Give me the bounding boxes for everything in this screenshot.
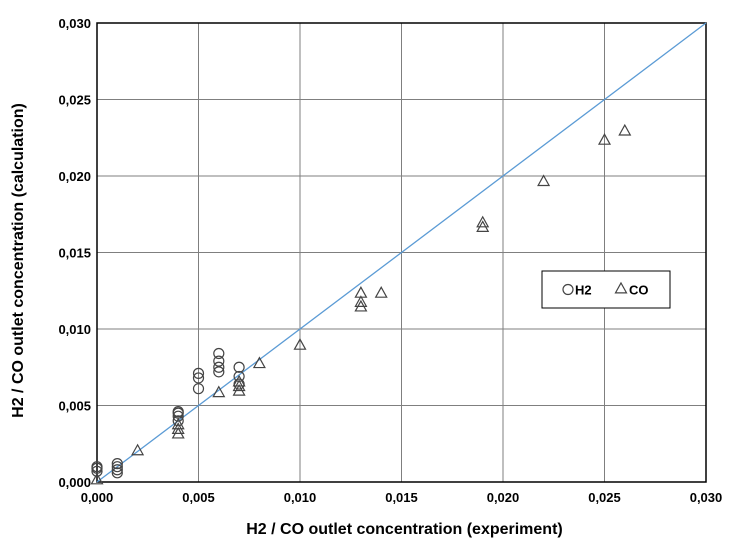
co-data-point <box>131 443 145 456</box>
h2-data-point <box>213 347 225 360</box>
legend-h2-label: H2 <box>575 283 592 298</box>
h2-data-point <box>91 461 103 473</box>
co-data-point <box>618 123 632 136</box>
h2-data-point <box>111 458 123 470</box>
y-tick-label: 0,025 <box>58 93 91 108</box>
h2-data-point <box>172 410 184 422</box>
h2-data-point <box>192 383 205 395</box>
h2-data-point <box>111 461 123 473</box>
x-tick-label: 0,000 <box>81 490 114 505</box>
h2-data-point <box>111 464 123 476</box>
x-tick-labels: 0,000 0,005 0,010 0,015 0,020 0,025 0,030 <box>81 490 723 505</box>
h2-data-point <box>91 465 103 477</box>
legend-h2-marker <box>562 283 574 296</box>
legend-co-marker <box>614 281 628 294</box>
h2-data-point <box>233 361 245 373</box>
x-tick-label: 0,030 <box>690 490 723 505</box>
co-data-point <box>476 215 490 228</box>
y-tick-label: 0,010 <box>58 322 91 337</box>
co-data-point <box>537 174 551 187</box>
y-tick-label: 0,015 <box>58 246 91 261</box>
x-tick-label: 0,020 <box>487 490 520 505</box>
h2-data-point <box>213 361 225 373</box>
h2-data-point <box>213 355 225 367</box>
legend: H2 CO <box>541 270 671 309</box>
h2-data-point <box>213 366 225 378</box>
x-tick-label: 0,025 <box>588 490 621 505</box>
data-points <box>90 123 632 485</box>
y-axis-title: H2 / CO outlet concentration (calculatio… <box>10 103 27 418</box>
co-data-point <box>293 338 307 350</box>
co-data-point <box>232 374 246 387</box>
h2-data-point <box>111 467 123 479</box>
y-tick-label: 0,000 <box>58 475 91 490</box>
co-data-point <box>374 286 388 298</box>
y-tick-label: 0,005 <box>58 399 91 414</box>
y-tick-labels: 0,000 0,005 0,010 0,015 0,020 0,025 0,030 <box>58 16 91 490</box>
h2-data-point <box>172 406 184 418</box>
reference-line-y-equals-x <box>96 22 707 483</box>
h2-data-point <box>192 372 205 384</box>
y-tick-label: 0,020 <box>58 169 91 184</box>
co-data-point <box>252 356 266 369</box>
co-data-point <box>597 133 612 145</box>
co-data-point <box>212 385 226 398</box>
co-data-point <box>354 286 368 298</box>
x-tick-label: 0,010 <box>284 490 317 505</box>
x-tick-label: 0,015 <box>385 490 418 505</box>
plot-frame <box>96 22 707 483</box>
x-axis-title: H2 / CO outlet concentration (experiment… <box>246 521 562 538</box>
legend-co-label: CO <box>629 283 649 298</box>
co-data-point <box>354 295 368 307</box>
y-tick-label: 0,030 <box>58 16 91 31</box>
h2-data-point <box>192 367 205 379</box>
legend-box <box>541 270 671 309</box>
co-data-point <box>90 472 104 485</box>
h2-data-point <box>172 415 184 427</box>
co-data-point <box>171 417 185 430</box>
x-tick-label: 0,005 <box>182 490 215 505</box>
